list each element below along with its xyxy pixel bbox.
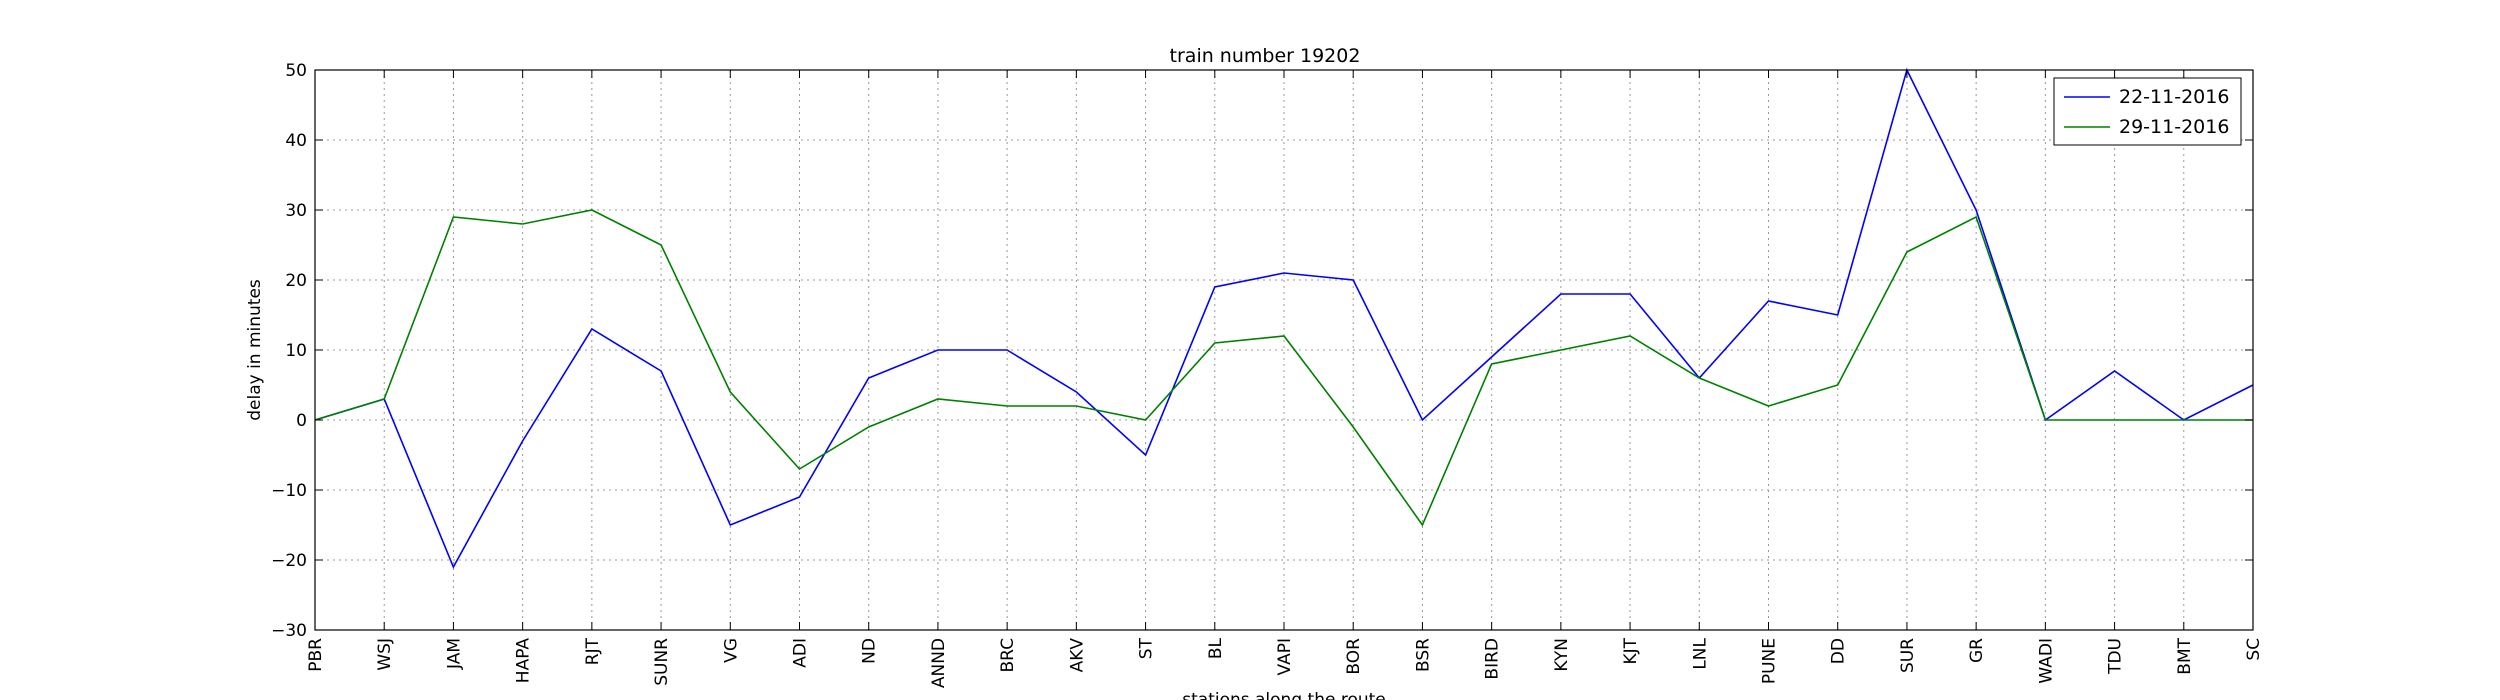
x-axis-label: stations along the route (1182, 690, 1386, 700)
y-tick-label: 0 (296, 411, 307, 431)
x-tick-label: WSJ (375, 638, 395, 671)
x-tick-label: KYN (1552, 638, 1572, 672)
x-tick-label: BSR (1413, 638, 1433, 672)
x-tick-label: BOR (1344, 638, 1364, 675)
y-tick-label: 40 (285, 131, 307, 151)
x-tick-label: VG (721, 638, 741, 663)
legend-box (2053, 77, 2242, 146)
x-tick-label: BIRD (1483, 638, 1503, 680)
x-tick-label: PUNE (1760, 638, 1780, 684)
y-tick-label: −20 (271, 551, 307, 571)
x-tick-label: VAPI (1275, 638, 1295, 675)
x-tick-label: BL (1206, 637, 1226, 659)
series-line-22-11-2016 (314, 67, 2254, 569)
legend-label: 29-11-2016 (2119, 116, 2229, 138)
legend: 22-11-2016 29-11-2016 (2053, 77, 2242, 146)
y-tick-label: 20 (285, 271, 307, 291)
y-axis-label: delay in minutes (245, 279, 265, 421)
x-tick-label: ADI (791, 638, 811, 668)
x-tick-label: LNL (1690, 637, 1710, 669)
x-tick-label: KJT (1621, 637, 1641, 664)
x-tick-label: ST (1137, 637, 1157, 659)
legend-label: 22-11-2016 (2119, 86, 2229, 108)
x-tick-label: GR (1967, 638, 1987, 663)
x-tick-label: TDU (2106, 638, 2126, 675)
y-tick-label: −30 (271, 621, 307, 641)
x-tick-label: HAPA (514, 638, 534, 684)
y-tick-label: 10 (285, 341, 307, 361)
x-tick-label: SUNR (652, 638, 672, 686)
x-tick-label: WADI (2036, 638, 2056, 684)
y-tick-label: 50 (285, 61, 307, 81)
x-tick-label: ANND (929, 638, 949, 688)
series-line-29-11-2016 (314, 209, 2253, 527)
chart-title: train number 19202 (1170, 45, 1361, 67)
x-tick-label: ND (860, 638, 880, 664)
x-tick-label: AKV (1067, 638, 1087, 673)
x-tick-label: SUR (1898, 638, 1918, 673)
x-tick-label: JAM (444, 638, 464, 670)
y-tick-label: −10 (271, 481, 307, 501)
x-tick-label: DD (1829, 638, 1849, 664)
x-tick-label: RJT (583, 637, 603, 665)
x-tick-label: PBR (306, 638, 326, 672)
y-tick-label: 30 (285, 201, 307, 221)
y-axis-ticks: −30 −20 −10 0 10 20 30 40 50 (271, 61, 2253, 641)
x-tick-label: BRC (998, 638, 1018, 673)
x-tick-label: SC (2244, 638, 2264, 661)
series-lines (314, 67, 2254, 569)
x-tick-label: BMT (2175, 637, 2195, 674)
x-axis-ticks: PBR WSJ JAM HAPA RJT SUNR VG ADI ND ANND BRC AKV ST B… (306, 70, 2264, 688)
